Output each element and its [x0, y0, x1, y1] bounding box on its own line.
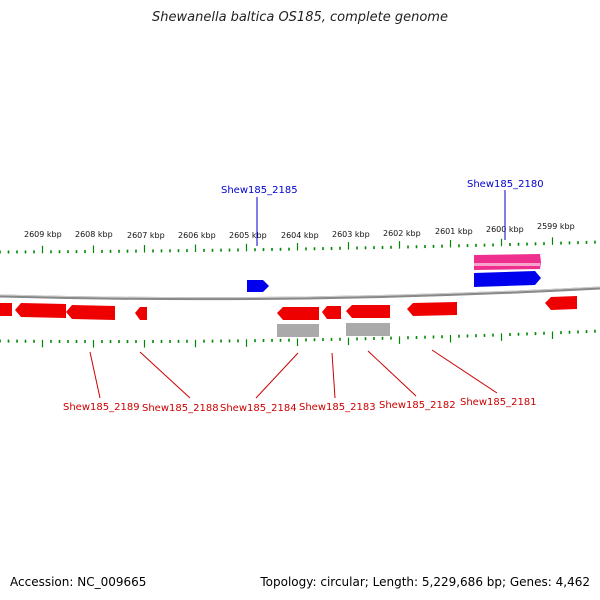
connector-2188: [139, 351, 191, 399]
scale-label: 2608 kbp: [75, 230, 113, 239]
gene-labels: Shew185_2185 Shew185_2180 Shew185_2189 S…: [63, 179, 544, 414]
accession-text: Accession: NC_009665: [10, 575, 147, 589]
gene-label-2184[interactable]: Shew185_2184: [220, 403, 297, 414]
pseudo-feature-2184[interactable]: [277, 324, 319, 337]
label-connectors: [89, 190, 506, 399]
genome-backbone: [0, 286, 600, 301]
gene-label-2183[interactable]: Shew185_2183: [299, 402, 376, 413]
scale-label: 2603 kbp: [332, 230, 370, 239]
scale-labels: 2609 kbp 2608 kbp 2607 kbp 2606 kbp 2605…: [24, 222, 575, 240]
gene-feature-2184[interactable]: [277, 307, 319, 320]
gene-label-2180[interactable]: Shew185_2180: [467, 179, 544, 190]
gene-feature-left-edge[interactable]: [0, 303, 12, 316]
forward-strand-features: [247, 254, 541, 292]
gene-label-2182[interactable]: Shew185_2182: [379, 400, 456, 411]
gene-label-2181[interactable]: Shew185_2181: [460, 397, 537, 408]
gene-feature-2181[interactable]: [407, 302, 457, 316]
genome-backbone-highlight: [0, 286, 600, 299]
reverse-strand-features: [0, 296, 577, 337]
scale-label: 2607 kbp: [127, 231, 165, 240]
connector-2181: [431, 349, 498, 394]
gene-label-2189[interactable]: Shew185_2189: [63, 402, 140, 413]
scale-label: 2605 kbp: [229, 231, 267, 240]
connector-2183: [331, 352, 336, 399]
scale-label: 2599 kbp: [537, 222, 575, 231]
gene-feature-2189[interactable]: [66, 305, 115, 320]
gene-feature-2182[interactable]: [346, 305, 390, 318]
rna-feature-2180[interactable]: [474, 254, 541, 270]
lower-scale-ticks: [0, 329, 596, 348]
gene-feature-2185[interactable]: [247, 280, 269, 292]
pseudo-feature-2182[interactable]: [346, 323, 390, 336]
scale-label: 2604 kbp: [281, 231, 319, 240]
gene-feature-2189a[interactable]: [15, 303, 66, 318]
genome-summary-text: Topology: circular; Length: 5,229,686 bp…: [260, 575, 590, 589]
connector-2189: [89, 351, 101, 399]
gene-feature-2188[interactable]: [135, 307, 147, 320]
upper-scale-ticks: [0, 237, 596, 254]
gene-label-2185[interactable]: Shew185_2185: [221, 185, 298, 196]
scale-label: 2602 kbp: [383, 229, 421, 238]
gene-feature-right-edge[interactable]: [545, 296, 577, 310]
rna-feature-2180-highlight: [474, 263, 540, 266]
gene-feature-2183[interactable]: [322, 306, 341, 319]
gene-feature-2180[interactable]: [474, 271, 541, 287]
scale-label: 2601 kbp: [435, 227, 473, 236]
scale-label: 2609 kbp: [24, 230, 62, 239]
connector-2184: [255, 352, 299, 399]
gene-label-2188[interactable]: Shew185_2188: [142, 403, 219, 414]
connector-2182: [367, 350, 417, 397]
genome-title: Shewanella baltica OS185, complete genom…: [152, 10, 448, 25]
scale-label: 2606 kbp: [178, 231, 216, 240]
